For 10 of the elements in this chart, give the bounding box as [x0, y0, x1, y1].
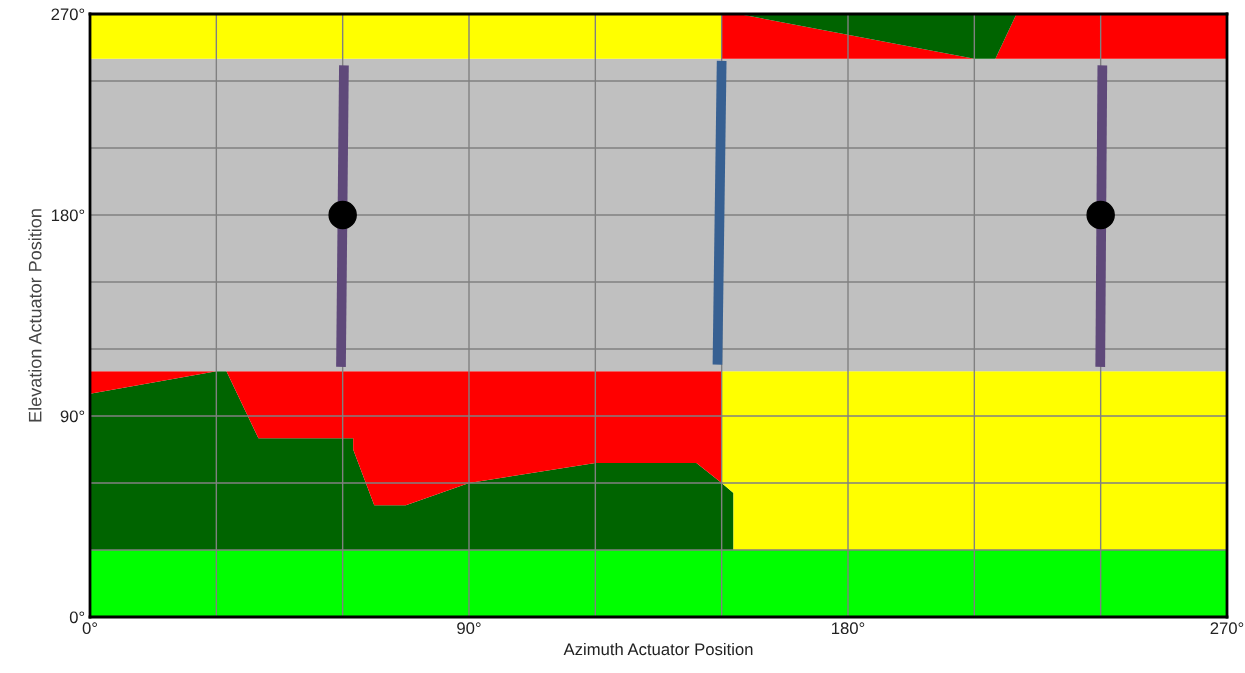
x-tick-label: 90° — [457, 622, 481, 635]
y-tick-label: 270° — [51, 8, 85, 21]
y-tick-label: 0° — [69, 611, 85, 624]
y-axis-title: Elevation Actuator Position — [28, 209, 42, 422]
x-tick-label: 270° — [1210, 622, 1244, 635]
x-axis-title: Azimuth Actuator Position — [563, 642, 753, 656]
x-tick-label: 180° — [832, 622, 865, 635]
y-tick-label: 180° — [51, 209, 85, 222]
x-tick-label: 0° — [82, 622, 97, 635]
y-tick-label: 90° — [60, 410, 85, 423]
